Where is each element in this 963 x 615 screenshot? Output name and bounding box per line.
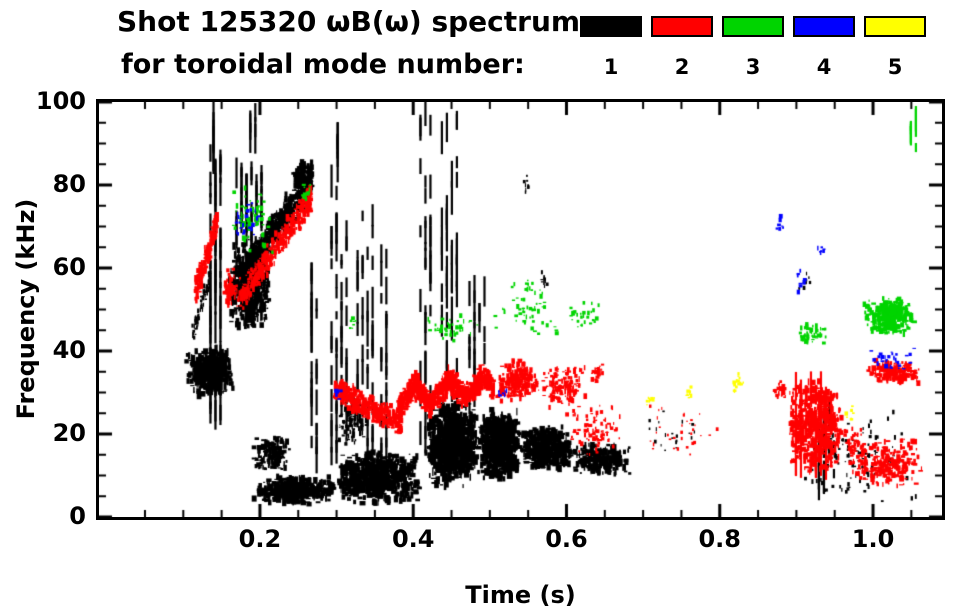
legend-mode-number-2: 2 — [674, 55, 690, 79]
x-tick-label-0.4: 0.4 — [391, 525, 435, 553]
y-tick-label-0: 0 — [69, 502, 86, 530]
legend-mode-number-3: 3 — [745, 55, 761, 79]
y-tick-label-40: 40 — [52, 336, 86, 364]
x-axis-label: Time (s) — [465, 581, 576, 609]
figure-title: Shot 125320 ωB(ω) spectrum — [117, 5, 581, 38]
y-tick-label-80: 80 — [52, 170, 86, 198]
figure-subtitle: for toroidal mode number: — [121, 49, 525, 80]
spectrogram-canvas — [99, 102, 942, 517]
plot-area — [96, 99, 945, 520]
y-tick-label-60: 60 — [52, 253, 86, 281]
x-tick-label-0.6: 0.6 — [545, 525, 588, 553]
legend-swatch-mode-4 — [793, 16, 855, 37]
legend-swatch-mode-5 — [864, 16, 926, 37]
x-tick-label-1.0: 1.0 — [851, 525, 895, 553]
legend-mode-number-5: 5 — [887, 55, 903, 79]
legend-swatch-mode-2 — [651, 16, 713, 37]
y-axis-label: Frequency (kHz) — [12, 198, 40, 420]
legend-mode-number-4: 4 — [816, 55, 832, 79]
legend-swatch-mode-1 — [580, 16, 642, 37]
y-tick-label-20: 20 — [52, 419, 86, 447]
x-tick-label-0.2: 0.2 — [238, 525, 282, 553]
legend-swatch-mode-3 — [722, 16, 784, 37]
y-tick-label-100: 100 — [35, 87, 86, 115]
x-tick-label-0.8: 0.8 — [698, 525, 741, 553]
legend-mode-number-1: 1 — [603, 55, 619, 79]
